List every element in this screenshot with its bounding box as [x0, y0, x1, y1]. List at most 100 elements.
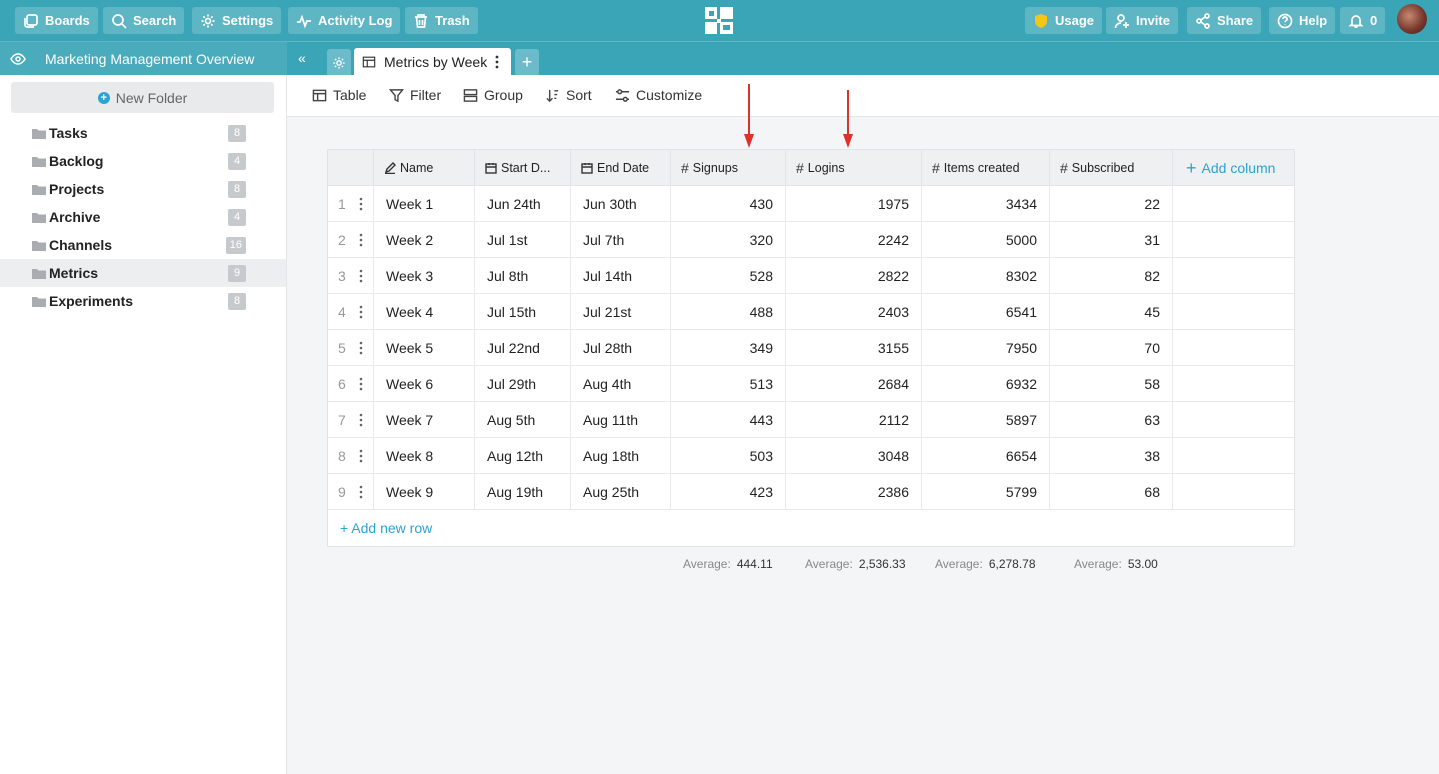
cell-end[interactable]: Jul 14th [571, 258, 671, 294]
column-header-logins[interactable]: # Logins [786, 150, 922, 186]
customize-button[interactable]: Customize [615, 87, 702, 103]
row-menu-icon[interactable] [359, 413, 363, 427]
cell-items[interactable]: 5000 [922, 222, 1050, 258]
sort-button[interactable]: Sort [545, 87, 592, 103]
cell-subscribed[interactable]: 22 [1050, 186, 1173, 222]
cell-signups[interactable]: 430 [671, 186, 786, 222]
cell-name[interactable]: Week 8 [374, 438, 475, 474]
add-column-button[interactable]: + Add column [1173, 150, 1275, 186]
column-header-name[interactable]: Name [374, 150, 475, 186]
boards-button[interactable]: Boards [15, 7, 98, 34]
new-folder-button[interactable]: + New Folder [11, 82, 274, 113]
cell-start[interactable]: Jul 22nd [475, 330, 571, 366]
row-menu-icon[interactable] [359, 305, 363, 319]
table-row[interactable]: 9 Week 9 Aug 19th Aug 25th 423 2386 5799 68 [328, 474, 1294, 510]
cell-start[interactable]: Jul 1st [475, 222, 571, 258]
group-button[interactable]: Group [463, 87, 523, 103]
cell-signups[interactable]: 443 [671, 402, 786, 438]
table-row[interactable]: 5 Week 5 Jul 22nd Jul 28th 349 3155 7950 70 [328, 330, 1294, 366]
row-menu-icon[interactable] [359, 233, 363, 247]
cell-logins[interactable]: 2242 [786, 222, 922, 258]
cell-signups[interactable]: 513 [671, 366, 786, 402]
cell-subscribed[interactable]: 31 [1050, 222, 1173, 258]
cell-start[interactable]: Aug 5th [475, 402, 571, 438]
collapse-sidebar-icon[interactable]: « [298, 50, 306, 66]
usage-button[interactable]: Usage [1025, 7, 1103, 34]
tab-metrics-by-week[interactable]: Metrics by Week [354, 48, 511, 76]
cell-logins[interactable]: 2112 [786, 402, 922, 438]
column-header-subscribed[interactable]: # Subscribed [1050, 150, 1173, 186]
cell-subscribed[interactable]: 58 [1050, 366, 1173, 402]
cell-logins[interactable]: 3155 [786, 330, 922, 366]
tab-menu-icon[interactable] [495, 55, 499, 69]
table-row[interactable]: 1 Week 1 Jun 24th Jun 30th 430 1975 3434 22 [328, 186, 1294, 222]
sidebar-item-metrics[interactable]: Metrics 9 [0, 259, 286, 287]
cell-subscribed[interactable]: 68 [1050, 474, 1173, 510]
cell-end[interactable]: Jul 21st [571, 294, 671, 330]
row-menu-icon[interactable] [359, 269, 363, 283]
table-row[interactable]: 3 Week 3 Jul 8th Jul 14th 528 2822 8302 82 [328, 258, 1294, 294]
sidebar-item-projects[interactable]: Projects 8 [0, 175, 286, 203]
help-button[interactable]: Help [1269, 7, 1336, 34]
table-row[interactable]: 7 Week 7 Aug 5th Aug 11th 443 2112 5897 63 [328, 402, 1294, 438]
sidebar-item-backlog[interactable]: Backlog 4 [0, 147, 286, 175]
cell-start[interactable]: Jun 24th [475, 186, 571, 222]
cell-start[interactable]: Jul 29th [475, 366, 571, 402]
cell-signups[interactable]: 320 [671, 222, 786, 258]
column-header-items-created[interactable]: # Items created [922, 150, 1050, 186]
cell-name[interactable]: Week 9 [374, 474, 475, 510]
eye-icon[interactable] [10, 52, 26, 66]
cell-end[interactable]: Aug 4th [571, 366, 671, 402]
cell-items[interactable]: 6654 [922, 438, 1050, 474]
cell-end[interactable]: Jun 30th [571, 186, 671, 222]
cell-logins[interactable]: 2403 [786, 294, 922, 330]
sidebar-item-tasks[interactable]: Tasks 8 [0, 119, 286, 147]
cell-subscribed[interactable]: 63 [1050, 402, 1173, 438]
cell-signups[interactable]: 423 [671, 474, 786, 510]
cell-end[interactable]: Aug 25th [571, 474, 671, 510]
filter-button[interactable]: Filter [389, 87, 441, 103]
cell-logins[interactable]: 3048 [786, 438, 922, 474]
cell-logins[interactable]: 2822 [786, 258, 922, 294]
cell-name[interactable]: Week 4 [374, 294, 475, 330]
table-row[interactable]: 2 Week 2 Jul 1st Jul 7th 320 2242 5000 31 [328, 222, 1294, 258]
table-row[interactable]: 4 Week 4 Jul 15th Jul 21st 488 2403 6541 45 [328, 294, 1294, 330]
cell-items[interactable]: 6541 [922, 294, 1050, 330]
add-tab-button[interactable]: + [515, 49, 539, 76]
cell-name[interactable]: Week 2 [374, 222, 475, 258]
cell-logins[interactable]: 1975 [786, 186, 922, 222]
cell-items[interactable]: 5799 [922, 474, 1050, 510]
cell-logins[interactable]: 2386 [786, 474, 922, 510]
cell-subscribed[interactable]: 45 [1050, 294, 1173, 330]
row-menu-icon[interactable] [359, 485, 363, 499]
cell-end[interactable]: Jul 7th [571, 222, 671, 258]
sidebar-item-archive[interactable]: Archive 4 [0, 203, 286, 231]
cell-start[interactable]: Jul 15th [475, 294, 571, 330]
cell-items[interactable]: 5897 [922, 402, 1050, 438]
row-menu-icon[interactable] [359, 449, 363, 463]
cell-signups[interactable]: 349 [671, 330, 786, 366]
row-menu-icon[interactable] [359, 341, 363, 355]
cell-end[interactable]: Jul 28th [571, 330, 671, 366]
cell-name[interactable]: Week 7 [374, 402, 475, 438]
cell-signups[interactable]: 503 [671, 438, 786, 474]
activity-log-button[interactable]: Activity Log [288, 7, 401, 34]
settings-button[interactable]: Settings [192, 7, 282, 34]
cell-name[interactable]: Week 5 [374, 330, 475, 366]
cell-items[interactable]: 3434 [922, 186, 1050, 222]
cell-start[interactable]: Aug 12th [475, 438, 571, 474]
search-button[interactable]: Search [103, 7, 185, 34]
cell-subscribed[interactable]: 70 [1050, 330, 1173, 366]
cell-start[interactable]: Jul 8th [475, 258, 571, 294]
add-row-button[interactable]: + Add new row [340, 520, 433, 536]
cell-start[interactable]: Aug 19th [475, 474, 571, 510]
share-button[interactable]: Share [1187, 7, 1262, 34]
cell-name[interactable]: Week 6 [374, 366, 475, 402]
row-menu-icon[interactable] [359, 197, 363, 211]
table-row[interactable]: 8 Week 8 Aug 12th Aug 18th 503 3048 6654 38 [328, 438, 1294, 474]
board-settings-tab[interactable] [327, 49, 351, 76]
cell-logins[interactable]: 2684 [786, 366, 922, 402]
cell-signups[interactable]: 488 [671, 294, 786, 330]
sidebar-item-experiments[interactable]: Experiments 8 [0, 287, 286, 315]
sidebar-item-channels[interactable]: Channels 16 [0, 231, 286, 259]
